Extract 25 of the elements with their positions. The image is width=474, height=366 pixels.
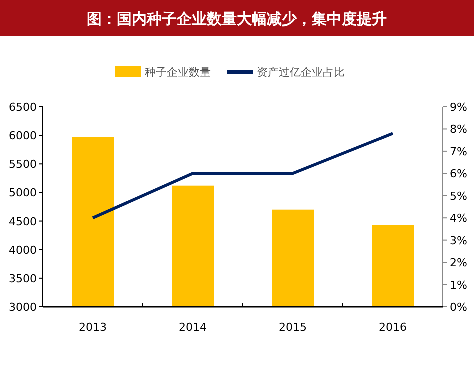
- y-tick-label: 6000: [9, 130, 37, 143]
- y2-tick-label: 6%: [450, 168, 468, 181]
- x-tick-label: 2016: [379, 321, 407, 334]
- y2-tick-label: 2%: [450, 256, 468, 270]
- chart-title: 图：国内种子企业数量大幅减少，集中度提升: [87, 10, 387, 28]
- legend-label: 资产过亿企业占比: [257, 66, 345, 79]
- y2-tick-label: 7%: [450, 145, 468, 158]
- y-tick-label: 6500: [9, 101, 37, 114]
- y2-tick-label: 1%: [450, 278, 468, 292]
- x-tick-label: 2013: [79, 321, 107, 334]
- y2-tick-label: 8%: [450, 123, 468, 136]
- y-tick-label: 3500: [9, 272, 37, 286]
- x-tick-label: 2015: [279, 321, 307, 334]
- y2-tick-label: 9%: [450, 101, 468, 114]
- y-tick-label: 4500: [9, 215, 37, 228]
- x-tick-label: 2014: [179, 321, 207, 334]
- y2-tick-label: 4%: [450, 212, 468, 226]
- y2-tick-label: 3%: [450, 234, 468, 248]
- y-tick-label: 5000: [9, 186, 37, 200]
- legend-label: 种子企业数量: [145, 66, 211, 79]
- y-tick-label: 3000: [9, 301, 37, 314]
- y2-tick-label: 5%: [450, 190, 468, 203]
- y-tick-label: 4000: [9, 244, 37, 257]
- y2-tick-label: 0%: [450, 301, 468, 314]
- y-tick-label: 5500: [9, 158, 37, 172]
